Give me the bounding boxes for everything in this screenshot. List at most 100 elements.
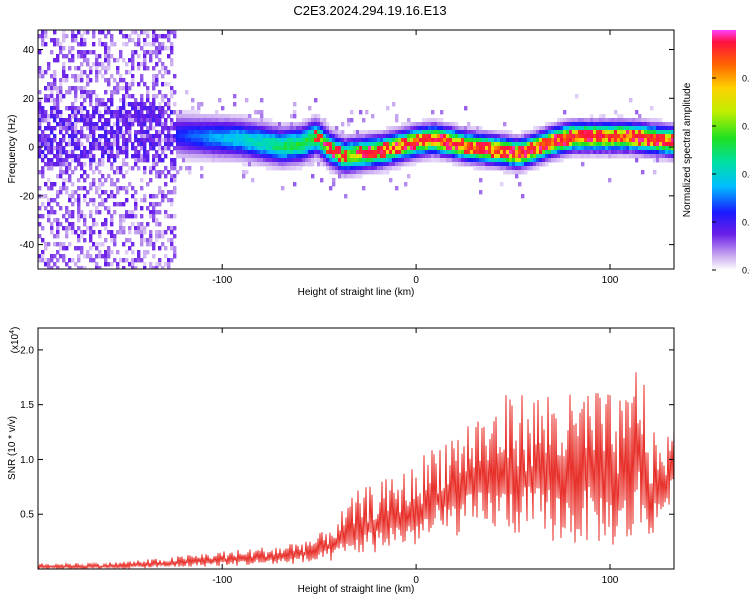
spectrogram-cell [281, 162, 285, 167]
spectrogram-cell [665, 146, 669, 151]
spectrogram-cell [83, 114, 87, 119]
spectrogram-cell [47, 258, 51, 263]
spectrogram-cell [161, 74, 165, 79]
spectrogram-cell [272, 154, 276, 159]
spectrogram-cell [497, 166, 501, 171]
spectrogram-cell [347, 154, 351, 159]
spectrogram-cell [542, 154, 546, 159]
spectrogram-cell [47, 210, 51, 215]
spectrogram-cell [311, 154, 315, 159]
spectrogram-cell [68, 114, 72, 119]
spectrogram-cell [137, 54, 141, 59]
spectrogram-cell [368, 162, 372, 167]
spectrogram-cell [617, 154, 621, 159]
spectrogram-cell [260, 138, 264, 143]
spectrogram-cell [566, 142, 570, 147]
spectrogram-cell [89, 78, 93, 83]
spectrogram-cell [287, 166, 291, 171]
spectrogram-cell [65, 166, 69, 171]
spectrogram-cell [479, 134, 483, 139]
spectrogram-cell [380, 130, 384, 135]
spectrogram-cell [269, 150, 273, 155]
spectrogram-cell [41, 34, 45, 39]
spectrogram-cell [191, 122, 195, 127]
spectrogram-cell [473, 150, 477, 155]
spectrogram-cell [476, 158, 480, 163]
spectrogram-cell [131, 74, 135, 79]
spectrogram-cell [302, 146, 306, 151]
spectrogram-cell [104, 70, 108, 75]
spectrogram-cell [401, 158, 405, 163]
spectrogram-cell [152, 98, 156, 103]
spectrogram-cell [95, 146, 99, 151]
spectrogram-cell [77, 54, 81, 59]
spectrogram-cell [194, 130, 198, 135]
spectrogram-cell [647, 146, 651, 151]
spectrogram-cell [146, 106, 150, 111]
spectrogram-cell [524, 138, 528, 143]
spectrogram-cell [50, 114, 54, 119]
spectrogram-cell [59, 146, 63, 151]
spectrogram-cell [47, 266, 51, 269]
spectrogram-cell [200, 158, 204, 163]
spectrogram-cell [269, 118, 273, 123]
spectrogram-cell [143, 146, 147, 151]
spectrogram-cell [263, 158, 267, 163]
spectrogram-cell [476, 150, 480, 155]
spectrogram-cell [308, 150, 312, 155]
spectrogram-cell [161, 158, 165, 163]
spectrogram-cell [131, 118, 135, 123]
spectrogram-cell [566, 146, 570, 151]
spectrogram-cell [164, 138, 168, 143]
spectrogram-cell [110, 98, 114, 103]
spectrogram-cell [125, 70, 129, 75]
spectrogram-cell [329, 146, 333, 151]
spectrogram-cell [335, 166, 339, 171]
spectrogram-cell [137, 142, 141, 147]
spectrogram-cell [404, 150, 408, 155]
spectrogram-cell [425, 130, 429, 135]
spectrogram-cell [86, 122, 90, 127]
spectrogram-cell [71, 46, 75, 51]
spectrogram-cell [290, 142, 294, 147]
spectrogram-cell [140, 98, 144, 103]
spectrogram-cell [563, 122, 567, 127]
spectrogram-cell [188, 142, 192, 147]
spectrogram-cell [149, 266, 153, 269]
spectrogram-cell [623, 154, 627, 159]
spectrogram-cell [620, 130, 624, 135]
spectrogram-cell [512, 162, 516, 167]
spectrogram-cell [485, 162, 489, 167]
spectrogram-cell [110, 194, 114, 199]
spectrogram-cell [146, 98, 150, 103]
spectrogram-cell [461, 126, 465, 131]
spectrogram-cell [59, 242, 63, 247]
spectrogram-cell [239, 118, 243, 123]
spectrogram-cell [602, 122, 606, 127]
spectrogram-cell [161, 114, 165, 119]
spectrogram-cell [449, 134, 453, 139]
spectrogram-cell [392, 162, 396, 167]
spectrogram-cell [656, 134, 660, 139]
spectrogram-cell [149, 106, 153, 111]
spectrogram-cell [326, 126, 330, 131]
spectrogram-cell [545, 130, 549, 135]
spectrogram-cell [482, 162, 486, 167]
spectrogram-cell [650, 154, 654, 159]
spectrogram-cell [422, 134, 426, 139]
x-tick-label: 100 [602, 275, 619, 286]
spectrogram-cell [641, 126, 645, 131]
spectrogram-cell [305, 146, 309, 151]
spectrogram-cell [134, 98, 138, 103]
spectrogram-cell [92, 134, 96, 139]
spectrogram-cell [419, 138, 423, 143]
spectrogram-cell [659, 138, 663, 143]
spectrogram-cell [83, 198, 87, 203]
spectrogram-cell [80, 130, 84, 135]
spectrogram-cell [563, 150, 567, 155]
spectrogram-cell [497, 134, 501, 139]
spectrogram-cell [431, 138, 435, 143]
spectrogram-cell [77, 50, 81, 55]
spectrogram-cell [221, 114, 225, 119]
spectrogram-cell [116, 178, 120, 183]
